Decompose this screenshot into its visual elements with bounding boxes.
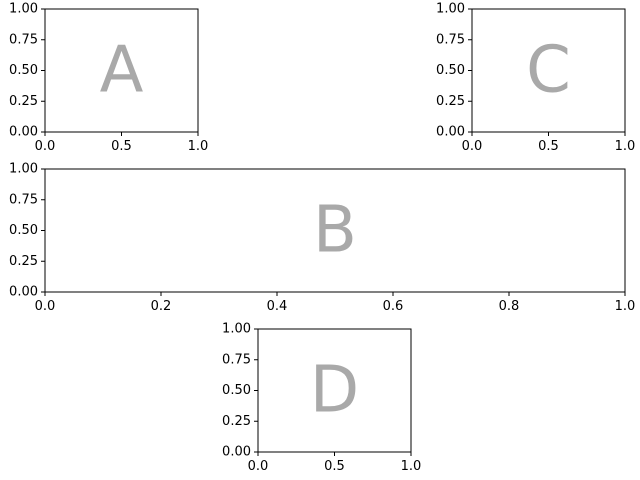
panel-d-ytick-label: 0.25 (222, 414, 251, 429)
panel-a-xtick-label: 0.0 (35, 139, 56, 154)
panel-d-ticks: 0.0 0.5 1.0 0.00 0.25 0.50 0.75 1.00 (222, 322, 421, 475)
panel-b-xtick-label: 0.6 (383, 299, 404, 314)
panel-a-ytick-label: 1.00 (9, 2, 38, 17)
panel-a-ytick-label: 0.25 (9, 94, 38, 109)
panel-a-xtick-label: 0.5 (111, 139, 132, 154)
panel-d-ytick-label: 1.00 (222, 322, 251, 337)
panel-d-ytick-label: 0.00 (222, 445, 251, 460)
panel-a: A 0.0 0.5 1.0 0.00 0.25 0.50 0.75 1.00 (9, 2, 208, 155)
panel-c-ytick-label: 0.00 (436, 125, 465, 140)
panel-c-ytick-label: 0.25 (436, 94, 465, 109)
panel-b: B 0.0 0.2 0.4 0.6 0.8 1.0 0.00 0.25 0.50 0.75 1.00 (9, 162, 635, 315)
panel-a-letter: A (100, 34, 144, 108)
panel-b-xtick-label: 1.0 (615, 299, 636, 314)
panel-c-xtick-label: 1.0 (615, 139, 636, 154)
panel-c-ticks: 0.0 0.5 1.0 0.00 0.25 0.50 0.75 1.00 (436, 2, 635, 155)
panel-d-xtick-label: 1.0 (401, 459, 422, 474)
panel-b-xtick-label: 0.4 (267, 299, 288, 314)
panel-c-ytick-label: 0.75 (436, 32, 465, 47)
panel-b-ytick-label: 0.00 (9, 285, 38, 300)
panel-d-letter: D (310, 354, 359, 428)
panel-b-xtick-label: 0.8 (499, 299, 520, 314)
panel-d: D 0.0 0.5 1.0 0.00 0.25 0.50 0.75 1.00 (222, 322, 421, 475)
panel-c-ytick-label: 1.00 (436, 2, 465, 17)
panel-b-letter: B (313, 194, 357, 268)
panel-a-ytick-label: 0.75 (9, 32, 38, 47)
panel-a-xtick-label: 1.0 (188, 139, 209, 154)
panel-c: C 0.0 0.5 1.0 0.00 0.25 0.50 0.75 1.00 (436, 2, 635, 155)
panel-b-ticks: 0.0 0.2 0.4 0.6 0.8 1.0 0.00 0.25 0.50 0.75 1.00 (9, 162, 635, 315)
panel-b-xtick-label: 0.0 (35, 299, 56, 314)
panel-b-ytick-label: 0.25 (9, 254, 38, 269)
panel-b-ytick-label: 0.75 (9, 192, 38, 207)
panel-b-ytick-label: 0.50 (9, 223, 38, 238)
panel-c-letter: C (526, 34, 571, 108)
panel-d-ytick-label: 0.50 (222, 383, 251, 398)
panel-a-ticks: 0.0 0.5 1.0 0.00 0.25 0.50 0.75 1.00 (9, 2, 208, 155)
panel-c-xtick-label: 0.0 (462, 139, 483, 154)
panel-c-ytick-label: 0.50 (436, 63, 465, 78)
panel-d-xtick-label: 0.5 (324, 459, 345, 474)
panel-b-ytick-label: 1.00 (9, 162, 38, 177)
panel-d-ytick-label: 0.75 (222, 352, 251, 367)
panel-b-xtick-label: 0.2 (151, 299, 172, 314)
panel-a-ytick-label: 0.00 (9, 125, 38, 140)
panel-a-ytick-label: 0.50 (9, 63, 38, 78)
panel-c-xtick-label: 0.5 (538, 139, 559, 154)
panel-d-xtick-label: 0.0 (248, 459, 269, 474)
